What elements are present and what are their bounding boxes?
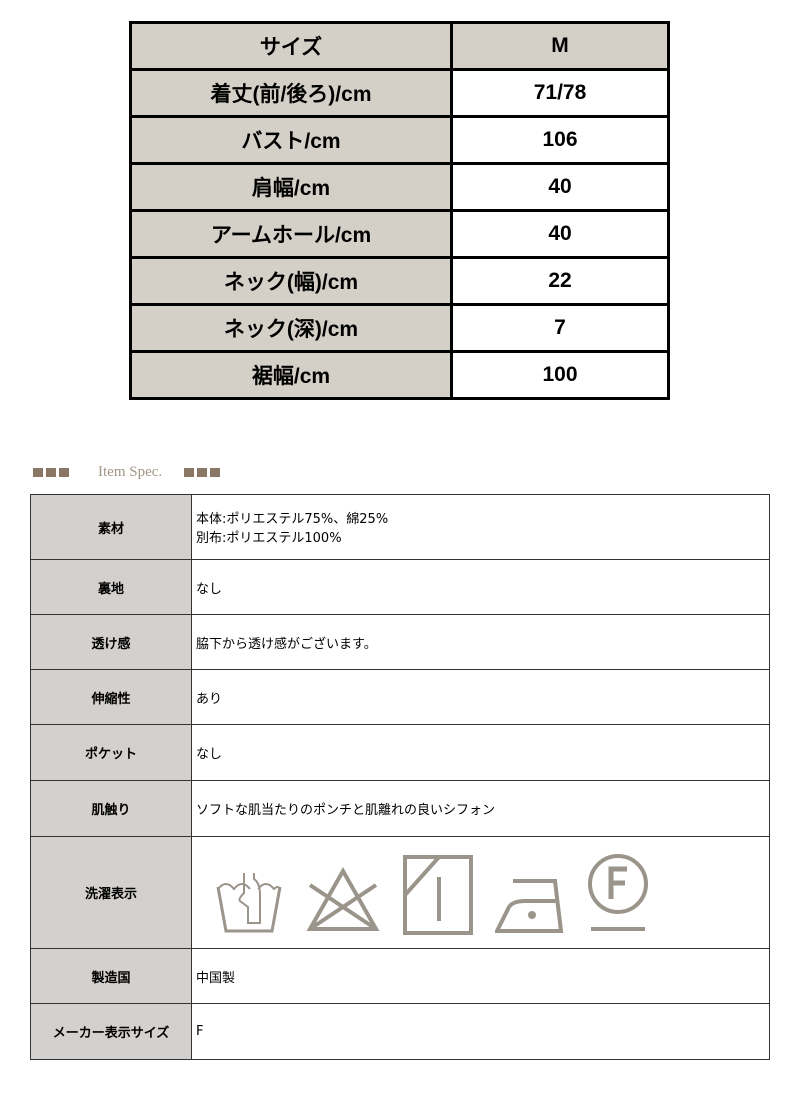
- square-icon: [46, 468, 56, 477]
- spec-label: 肌触り: [30, 780, 192, 837]
- size-label: 肩幅/cm: [129, 162, 453, 212]
- spec-value-line: なし: [196, 581, 223, 597]
- size-row: 肩幅/cm 40: [129, 162, 670, 212]
- spec-label: 透け感: [30, 614, 192, 670]
- size-header-row: サイズ M: [129, 21, 670, 71]
- size-label: ネック(幅)/cm: [129, 256, 453, 306]
- spec-value: あり: [191, 669, 770, 725]
- spec-value: なし: [191, 724, 770, 781]
- spec-value-line: F: [196, 1024, 204, 1039]
- size-label: 裾幅/cm: [129, 350, 453, 400]
- spec-label: メーカー表示サイズ: [30, 1003, 192, 1060]
- item-spec-heading: Item Spec.: [33, 464, 223, 481]
- size-row: 裾幅/cm 100: [129, 350, 670, 400]
- spec-row: 透け感 脇下から透け感がございます。: [30, 614, 770, 670]
- size-row: バスト/cm 106: [129, 115, 670, 165]
- square-icon: [210, 468, 221, 477]
- spec-label: ポケット: [30, 724, 192, 781]
- spec-row: 製造国 中国製: [30, 948, 770, 1004]
- size-table: サイズ M 着丈(前/後ろ)/cm 71/78 バスト/cm 106 肩幅/cm 40 アー…: [129, 21, 670, 400]
- square-icon: [33, 468, 43, 477]
- spec-value-line: 別布:ポリエステル100%: [196, 531, 342, 546]
- spec-row: 肌触り ソフトな肌当たりのポンチと肌離れの良いシフォン: [30, 780, 770, 837]
- item-spec-title: Item Spec.: [98, 464, 163, 480]
- spec-value: 本体:ポリエステル75%、綿25% 別布:ポリエステル100%: [191, 494, 770, 560]
- spec-row: ポケット なし: [30, 724, 770, 781]
- spec-value-line: なし: [196, 747, 223, 762]
- no-bleach-icon: [306, 865, 381, 935]
- square-icon: [59, 468, 69, 477]
- spec-label: 製造国: [30, 948, 192, 1004]
- spec-value-line: あり: [196, 691, 223, 707]
- laundry-icons: [191, 836, 770, 949]
- drip-dry-shade-icon: [403, 854, 473, 935]
- size-value: 40: [450, 162, 670, 212]
- size-row: アームホール/cm 40: [129, 209, 670, 259]
- iron-low-icon: [495, 875, 565, 935]
- size-value: 100: [450, 350, 670, 400]
- spec-value-line: 本体:ポリエステル75%、綿25%: [196, 512, 389, 527]
- spec-value: 中国製: [191, 948, 770, 1004]
- square-icon: [197, 468, 208, 477]
- size-value: 7: [450, 303, 670, 353]
- size-label: アームホール/cm: [129, 209, 453, 259]
- size-header-label: サイズ: [129, 21, 453, 71]
- spec-label: 洗濯表示: [30, 836, 192, 949]
- spec-row: メーカー表示サイズ F: [30, 1003, 770, 1060]
- size-value: 40: [450, 209, 670, 259]
- spec-table: 素材 本体:ポリエステル75%、綿25% 別布:ポリエステル100% 裏地 なし 透け感脇…: [30, 494, 770, 1060]
- spec-value-line: ソフトな肌当たりのポンチと肌離れの良いシフォン: [196, 803, 496, 818]
- spec-label: 裏地: [30, 559, 192, 615]
- dry-clean-f-icon: [587, 851, 649, 935]
- spec-value: 脇下から透け感がございます。: [191, 614, 770, 670]
- size-row: ネック(幅)/cm 22: [129, 256, 670, 306]
- size-label: ネック(深)/cm: [129, 303, 453, 353]
- size-value: 106: [450, 115, 670, 165]
- size-value: 22: [450, 256, 670, 306]
- size-header-value: M: [450, 21, 670, 71]
- spec-label: 素材: [30, 494, 192, 560]
- size-label: バスト/cm: [129, 115, 453, 165]
- square-icon: [184, 468, 195, 477]
- spec-value: F: [191, 1003, 770, 1060]
- size-value: 71/78: [450, 68, 670, 118]
- spec-value-line: 脇下から透け感がございます。: [196, 636, 377, 652]
- spec-row: 裏地 なし: [30, 559, 770, 615]
- spec-row: 洗濯表示: [30, 836, 770, 949]
- spec-value: ソフトな肌当たりのポンチと肌離れの良いシフォン: [191, 780, 770, 837]
- spec-value: なし: [191, 559, 770, 615]
- spec-row: 伸縮性 あり: [30, 669, 770, 725]
- size-row: 着丈(前/後ろ)/cm 71/78: [129, 68, 670, 118]
- spec-row: 素材 本体:ポリエステル75%、綿25% 別布:ポリエステル100%: [30, 494, 770, 560]
- size-label: 着丈(前/後ろ)/cm: [129, 68, 453, 118]
- size-row: ネック(深)/cm 7: [129, 303, 670, 353]
- hand-wash-icon: [214, 865, 284, 935]
- spec-label: 伸縮性: [30, 669, 192, 725]
- spec-value-line: 中国製: [196, 970, 236, 986]
